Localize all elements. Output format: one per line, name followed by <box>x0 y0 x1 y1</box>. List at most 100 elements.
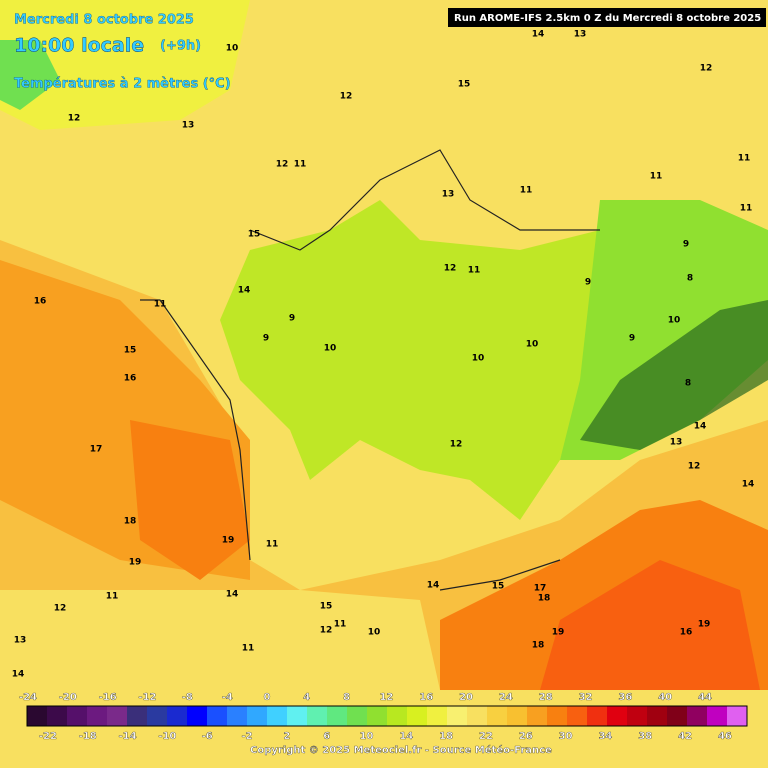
contour-label: 12 <box>68 114 81 124</box>
contour-label: 15 <box>248 230 261 240</box>
contour-label: 15 <box>458 80 471 90</box>
legend-swatch <box>407 706 428 726</box>
legend-top-label: 8 <box>343 692 350 703</box>
legend-swatch <box>707 706 728 726</box>
contour-label: 12 <box>276 160 289 170</box>
field-name: Températures à 2 mètres (°C) <box>14 77 231 92</box>
legend-frame <box>26 705 748 727</box>
legend-swatch <box>367 706 388 726</box>
legend-bottom-label: 18 <box>439 731 453 742</box>
contour-label: 11 <box>520 186 533 196</box>
contour-label: 14 <box>226 590 239 600</box>
contour-label: 8 <box>685 379 691 389</box>
contour-label: 9 <box>629 334 635 344</box>
run-banner <box>448 8 766 27</box>
legend-top-label: 0 <box>263 692 270 703</box>
legend-swatch <box>227 706 248 726</box>
legend-swatch <box>87 706 108 726</box>
legend-swatch <box>527 706 548 726</box>
legend-bottom-label: 34 <box>598 731 612 742</box>
legend-swatch <box>587 706 608 726</box>
legend-top-label: -12 <box>138 692 156 703</box>
legend-swatch <box>267 706 288 726</box>
contour-label: 12 <box>340 92 353 102</box>
legend-swatch <box>247 706 268 726</box>
contour-label: 19 <box>222 536 235 546</box>
yellow-zone <box>0 0 250 130</box>
legend-swatch <box>107 706 128 726</box>
time: 10:00 locale <box>14 35 144 57</box>
legend-swatch <box>167 706 188 726</box>
legend-top-label: 28 <box>539 692 553 703</box>
contour-label: 9 <box>585 278 591 288</box>
legend-swatch <box>127 706 148 726</box>
contour-label: 13 <box>442 190 455 200</box>
legend-top-label: 24 <box>499 692 513 703</box>
legend-swatch <box>67 706 88 726</box>
contour-label: 14 <box>694 422 707 432</box>
copyright: Copyright © 2025 Meteociel.fr - Source M… <box>250 744 552 756</box>
contour-label: 18 <box>538 594 551 604</box>
alps-cold-zone <box>580 300 768 450</box>
green-zone <box>0 40 60 110</box>
legend-swatch <box>327 706 348 726</box>
contour-label: 11 <box>650 172 663 182</box>
contour-label: 11 <box>266 540 279 550</box>
contour-label: 11 <box>242 644 255 654</box>
legend-top-label: -24 <box>19 692 37 703</box>
contour-label: 10 <box>324 344 337 354</box>
contour-label: 12 <box>688 462 701 472</box>
legend-bottom-label: 26 <box>519 731 533 742</box>
legend-swatch <box>727 706 748 726</box>
legend-swatch <box>607 706 628 726</box>
contour-label: 15 <box>320 602 333 612</box>
france-cool-zone <box>220 200 620 520</box>
legend-bottom-label: -6 <box>202 731 213 742</box>
contour-label: 10 <box>226 44 239 54</box>
legend-swatch <box>467 706 488 726</box>
legend-top-label: 40 <box>658 692 672 703</box>
legend-background <box>0 690 768 768</box>
contour-label: 10 <box>668 316 681 326</box>
legend-bottom-label: 38 <box>638 731 652 742</box>
legend-bottom-label: 14 <box>399 731 413 742</box>
contour-label: 19 <box>129 558 142 568</box>
contour-label: 19 <box>552 628 565 638</box>
legend-bottom-label: 22 <box>479 731 493 742</box>
legend-swatch <box>427 706 448 726</box>
legend-top-label: 44 <box>698 692 712 703</box>
legend-swatch <box>687 706 708 726</box>
contour-label: 16 <box>34 297 47 307</box>
atlantic-hot-zone <box>130 420 250 580</box>
legend-swatch <box>207 706 228 726</box>
date: Mercredi 8 octobre 2025 <box>14 13 194 28</box>
contour-label: 12 <box>320 626 333 636</box>
legend-swatch <box>567 706 588 726</box>
offset: (+9h) <box>160 39 201 54</box>
contour-label: 10 <box>526 340 539 350</box>
iberia-zone <box>0 590 440 690</box>
legend-bottom-label: -22 <box>39 731 57 742</box>
contour-label: 16 <box>680 628 693 638</box>
contour-label: 13 <box>182 121 195 131</box>
legend-top-label: -16 <box>99 692 117 703</box>
contour-label: 11 <box>738 154 751 164</box>
contour-label: 10 <box>368 628 381 638</box>
contour-label: 16 <box>124 374 137 384</box>
contour-label: 15 <box>492 582 505 592</box>
legend-bottom-label: 6 <box>323 731 330 742</box>
legend-swatch <box>547 706 568 726</box>
legend-bottom-label: 42 <box>678 731 692 742</box>
legend-swatch <box>187 706 208 726</box>
contour-label: 14 <box>12 670 25 680</box>
legend-swatch <box>447 706 468 726</box>
contour-label: 13 <box>670 438 683 448</box>
legend-top-label: 20 <box>459 692 473 703</box>
legend-swatch <box>487 706 508 726</box>
contour-label: 15 <box>124 346 137 356</box>
contour-label: 9 <box>263 334 269 344</box>
contour-label: 11 <box>106 592 119 602</box>
contour-label: 17 <box>534 584 547 594</box>
legend-bottom-label: -18 <box>79 731 97 742</box>
